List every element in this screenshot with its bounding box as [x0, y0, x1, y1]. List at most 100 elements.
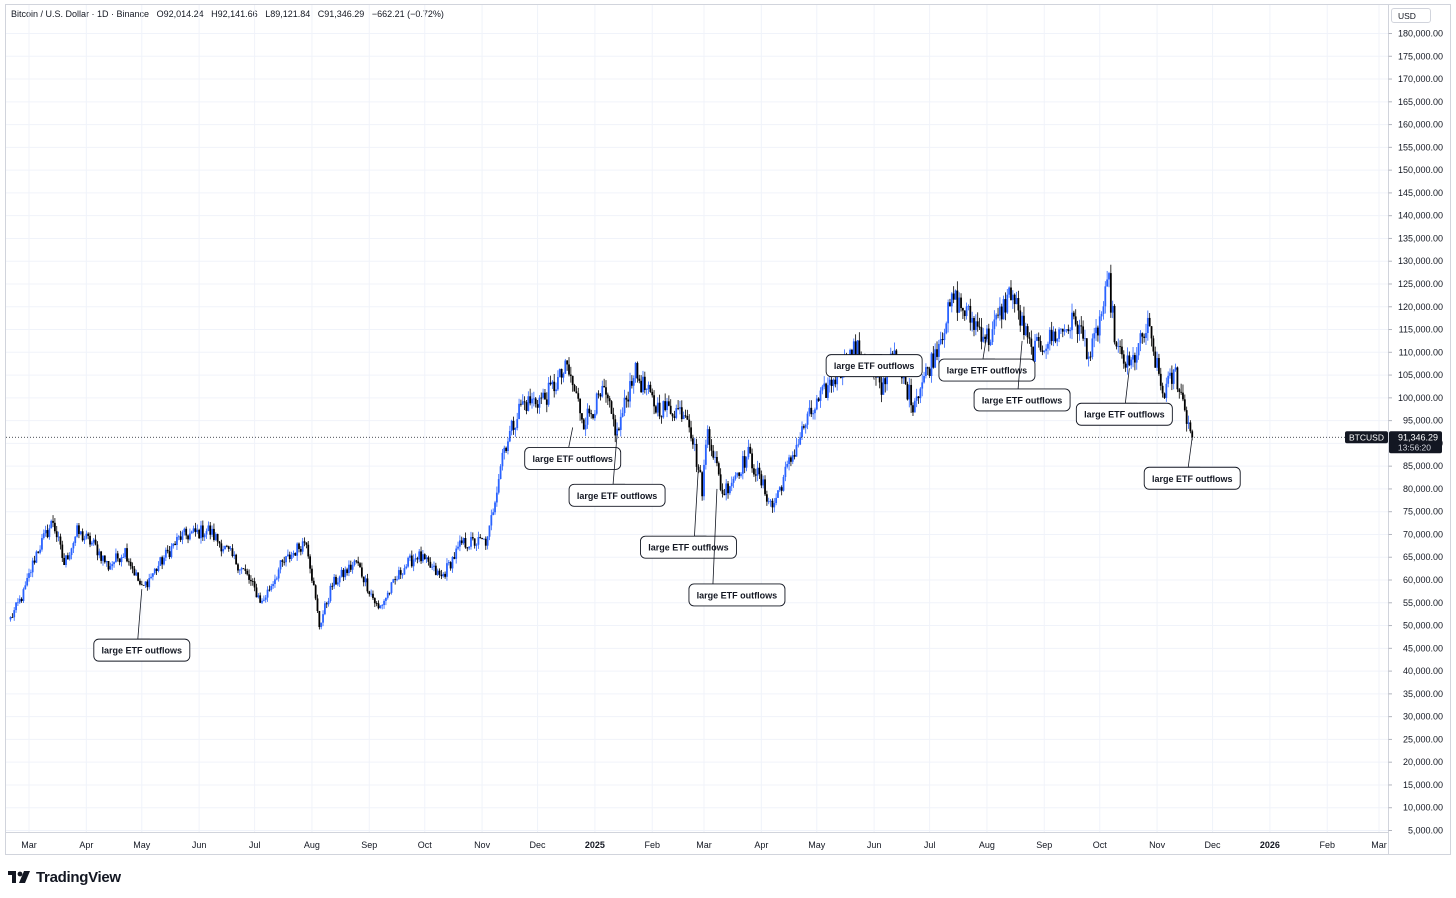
candle-body: [775, 497, 778, 504]
annotation-label: large ETF outflows: [947, 366, 1028, 376]
candle-body: [989, 342, 992, 345]
y-tick-label: 150,000.00: [1398, 165, 1443, 175]
candle-body: [181, 532, 184, 540]
candle-body: [196, 529, 199, 533]
candle-body: [436, 570, 439, 575]
candle-body: [76, 525, 78, 537]
candle-body: [85, 533, 88, 539]
candle-body: [420, 551, 422, 562]
candle-body: [307, 544, 310, 557]
candle-body: [427, 557, 430, 562]
candle-body: [253, 581, 256, 588]
candle-body: [531, 398, 533, 404]
candle-body: [934, 349, 937, 368]
candle-body: [780, 487, 783, 491]
candle-body: [287, 554, 289, 557]
annotation-callout[interactable]: large ETF outflows: [1143, 437, 1241, 490]
candle-body: [157, 565, 160, 571]
annotation-callout[interactable]: large ETF outflows: [938, 334, 1036, 382]
candle-body: [1176, 367, 1179, 390]
annotation-callout[interactable]: large ETF outflows: [524, 427, 622, 470]
candle-body: [695, 443, 698, 467]
candle-body: [1161, 385, 1164, 394]
chart-frame[interactable]: [5, 4, 1451, 855]
candle-body: [33, 560, 36, 563]
candle-body: [198, 529, 201, 539]
annotation-callout[interactable]: large ETF outflows: [1075, 368, 1173, 426]
candle-body: [960, 297, 962, 309]
candle-body: [255, 587, 258, 598]
candle-body: [512, 420, 515, 430]
candle-body: [812, 413, 815, 415]
candle-body: [765, 494, 768, 502]
candle-body: [560, 368, 563, 378]
candle-body: [451, 557, 454, 569]
annotation-label: large ETF outflows: [532, 454, 613, 464]
candle-body: [28, 573, 30, 578]
candle-body: [179, 536, 182, 540]
candle-body: [614, 419, 617, 436]
y-tick-label: 10,000.00: [1403, 803, 1443, 813]
y-tick-label: 30,000.00: [1403, 712, 1443, 722]
candle-body: [643, 376, 646, 391]
candle-body: [425, 557, 428, 560]
candle-body: [738, 472, 741, 476]
candle-body: [440, 574, 443, 577]
candle-body: [416, 558, 419, 560]
currency-selector[interactable]: USD: [1391, 8, 1431, 23]
annotation-callout[interactable]: large ETF outflows: [688, 488, 786, 607]
candle-body: [484, 538, 487, 546]
candle-body: [939, 339, 942, 344]
candle-body: [268, 589, 271, 591]
y-tick-label: 135,000.00: [1398, 233, 1443, 243]
candle-body: [1152, 338, 1155, 352]
candle-body: [471, 537, 474, 539]
candle-body: [192, 528, 195, 532]
candle-body: [248, 574, 250, 580]
candle-body: [937, 343, 940, 357]
symbol-title[interactable]: Bitcoin / U.S. Dollar · 1D · Binance: [11, 9, 150, 19]
y-tick-label: 75,000.00: [1403, 507, 1443, 517]
candle-body: [1121, 346, 1123, 355]
candle-body: [821, 386, 824, 391]
candle-body: [692, 438, 694, 445]
y-tick-label: 120,000.00: [1398, 302, 1443, 312]
candle-body: [224, 545, 226, 550]
y-tick-label: 70,000.00: [1403, 529, 1443, 539]
candle-body: [362, 576, 365, 583]
candle-body: [177, 536, 180, 538]
candle-body: [220, 543, 223, 552]
candle-body: [89, 535, 91, 545]
candle-body: [588, 408, 591, 414]
candle-body: [494, 502, 496, 513]
candle-body: [1111, 305, 1114, 313]
candle-body: [264, 597, 267, 600]
annotation-callout[interactable]: large ETF outflows: [568, 434, 666, 507]
candle-body: [749, 446, 752, 454]
candle-body: [508, 431, 511, 442]
annotation-callout[interactable]: large ETF outflows: [93, 589, 191, 662]
candle-body: [342, 569, 345, 578]
candle-body: [1093, 333, 1096, 339]
candle-body: [483, 538, 485, 540]
candle-body: [725, 483, 728, 496]
candle-body: [667, 401, 670, 406]
y-tick-label: 125,000.00: [1398, 279, 1443, 289]
annotation-callout[interactable]: large ETF outflows: [825, 354, 923, 380]
candle-body: [1069, 330, 1072, 332]
candle-body: [740, 473, 742, 476]
candle-body: [915, 396, 918, 401]
y-tick-label: 80,000.00: [1403, 484, 1443, 494]
candle-body: [553, 381, 556, 392]
annotation-callout[interactable]: large ETF outflows: [973, 340, 1071, 412]
candle-body: [769, 500, 772, 502]
candle-body: [18, 598, 21, 603]
candle-body: [527, 396, 530, 411]
candle-body: [773, 503, 776, 508]
candle-body: [153, 568, 156, 574]
candle-body: [29, 572, 32, 574]
candle-body: [259, 595, 262, 603]
annotation-callout[interactable]: large ETF outflows: [640, 466, 737, 559]
x-tick-label: Aug: [979, 840, 995, 850]
